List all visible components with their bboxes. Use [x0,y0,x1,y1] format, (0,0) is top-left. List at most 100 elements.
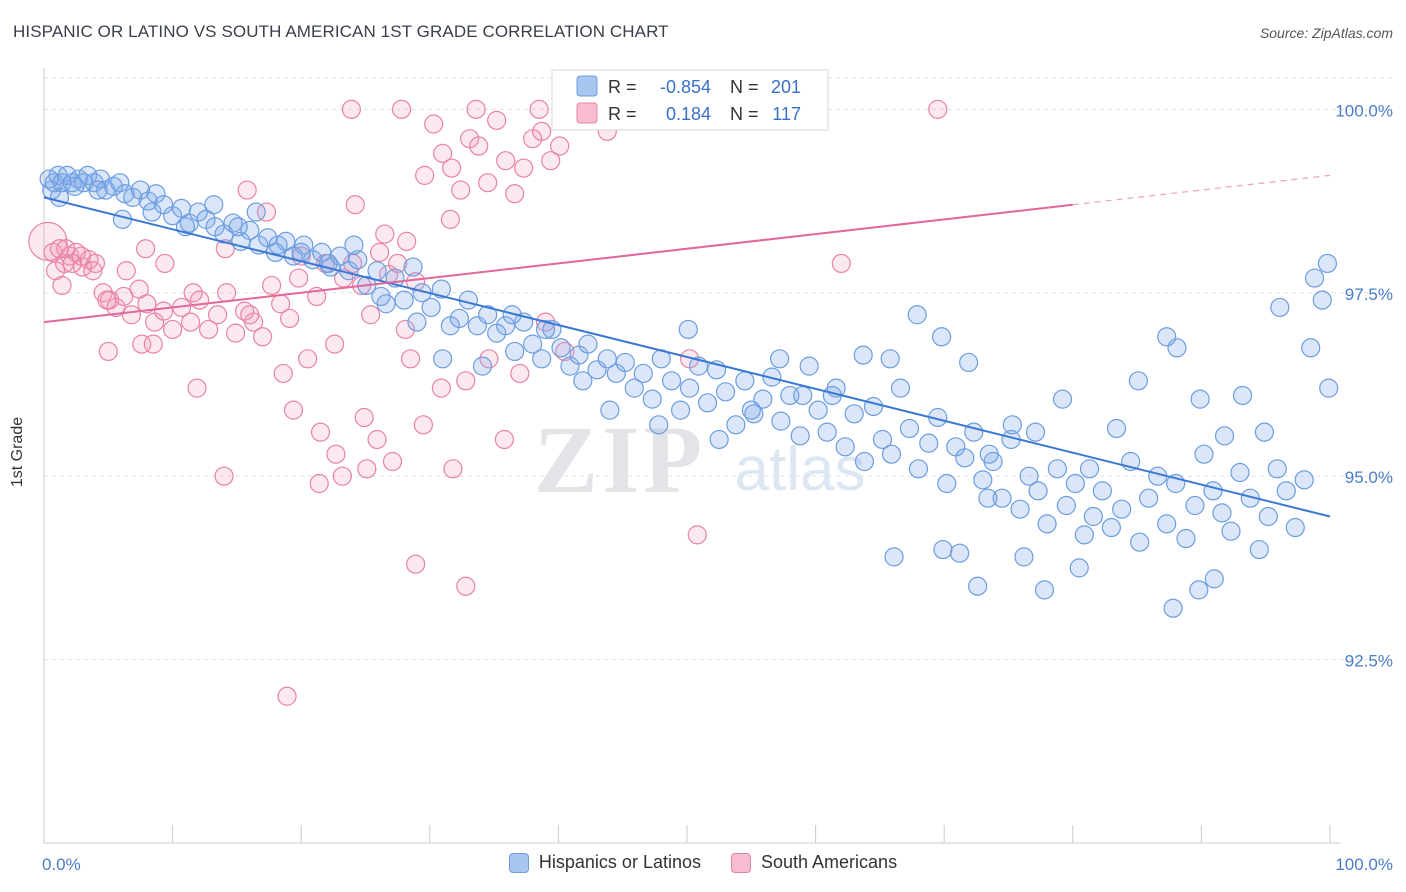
hispanic-point [188,202,208,222]
hispanic-point [146,184,166,204]
south-american-point [97,290,117,310]
axes [43,68,1340,844]
south-american-point [83,261,103,281]
hispanic-point [1056,495,1076,516]
hispanic-point [1074,525,1094,545]
stats-n-label: N = [730,104,759,124]
hispanic-point [344,235,364,255]
stats-legend-swatch [576,75,598,97]
south-american-point [214,466,234,486]
hispanic-point [318,253,338,274]
hispanic-point [142,202,162,222]
hispanic-point [1254,422,1275,442]
hispanic-point [1221,521,1241,541]
hispanic-point [808,400,828,420]
south-american-point [397,231,417,252]
hispanic-point [932,327,952,347]
hispanic-point [615,352,635,373]
trend-line-south-americans [43,203,1073,324]
series-hispanics [39,165,1339,618]
hispanic-point [741,400,761,420]
watermark-zip: ZIP [534,406,706,513]
hispanic-point [771,411,791,431]
south-american-point [283,400,304,420]
south-american-point [217,283,237,303]
chart-title: HISPANIC OR LATINO VS SOUTH AMERICAN 1ST… [13,22,669,41]
south-american-point [541,151,561,171]
hispanic-point [1112,499,1132,519]
hispanic-point [472,356,493,376]
south-american-point [62,253,82,274]
hispanic-point [246,202,266,222]
hispanic-point [1014,547,1034,567]
hispanic-point [532,349,552,369]
stats-legend-box [551,69,829,131]
legend-item-south-americans[interactable]: South Americans [731,852,897,873]
hispanic-point [1249,539,1269,560]
hispanic-point [407,312,427,332]
hispanic-point [449,308,469,329]
stats-legend-swatch [576,102,598,124]
hispanic-point [88,180,108,200]
hispanic-point [1002,415,1022,435]
south-american-point [253,327,273,347]
hispanic-point [1189,580,1209,600]
south-american-point [237,180,257,200]
south-american-point [310,422,331,442]
hispanic-point [1258,506,1278,527]
hispanic-point [535,319,556,340]
south-american-point [415,165,435,185]
hispanic-point [1190,389,1210,409]
south-american-point [400,349,421,369]
hispanic-point [496,316,516,336]
hispanic-point [968,576,988,596]
south-american-point [466,99,486,119]
south-american-point [155,253,175,274]
hispanic-point [1232,385,1253,406]
hispanic-point [478,305,498,325]
south-american-point [132,334,152,354]
hispanic-point [959,352,979,373]
south-american-point [240,305,260,325]
hispanic-point [597,349,617,369]
hispanic-point [709,429,729,450]
hispanic-point [1101,517,1121,538]
hispanic-point [1185,495,1205,516]
trend-lines [43,174,1331,518]
hispanic-point [1083,506,1103,527]
south-american-point [163,319,183,340]
south-american-point [370,242,390,263]
south-american-point [433,143,453,163]
south-american-point [413,415,433,435]
hispanic-point [403,257,423,277]
south-american-point [456,576,476,596]
hispanic-point [1019,466,1039,486]
hispanic-point [880,349,900,369]
south-american-point [440,209,460,229]
hispanic-point [642,389,662,409]
hispanic-point [678,319,698,340]
south-american-point [135,239,156,259]
y-tick-label: 97.5% [1345,285,1393,304]
hispanic-point [1052,389,1073,409]
y-tick-label: 92.5% [1345,652,1393,671]
hispanic-point [1069,558,1089,578]
south-american-point [442,158,462,178]
legend-label-south-americans: South Americans [761,852,898,872]
hispanic-point [62,173,82,193]
hispanic-point [1204,569,1224,589]
hispanic-point [103,176,124,196]
south-american-point [406,554,426,574]
stats-r-label: R = [608,77,637,97]
chart-source: Source: ZipAtlas.com [1259,25,1393,41]
south-american-point [326,444,346,464]
south-american-point [199,319,219,340]
hispanic-point [1163,598,1183,618]
south-american-point [226,323,246,343]
south-american-point [289,268,309,288]
south-american-point [256,202,277,222]
hispanic-point [433,349,453,369]
legend-item-hispanics[interactable]: Hispanics or Latinos [508,852,701,873]
hispanic-point [793,385,813,406]
hispanic-point [421,297,441,318]
